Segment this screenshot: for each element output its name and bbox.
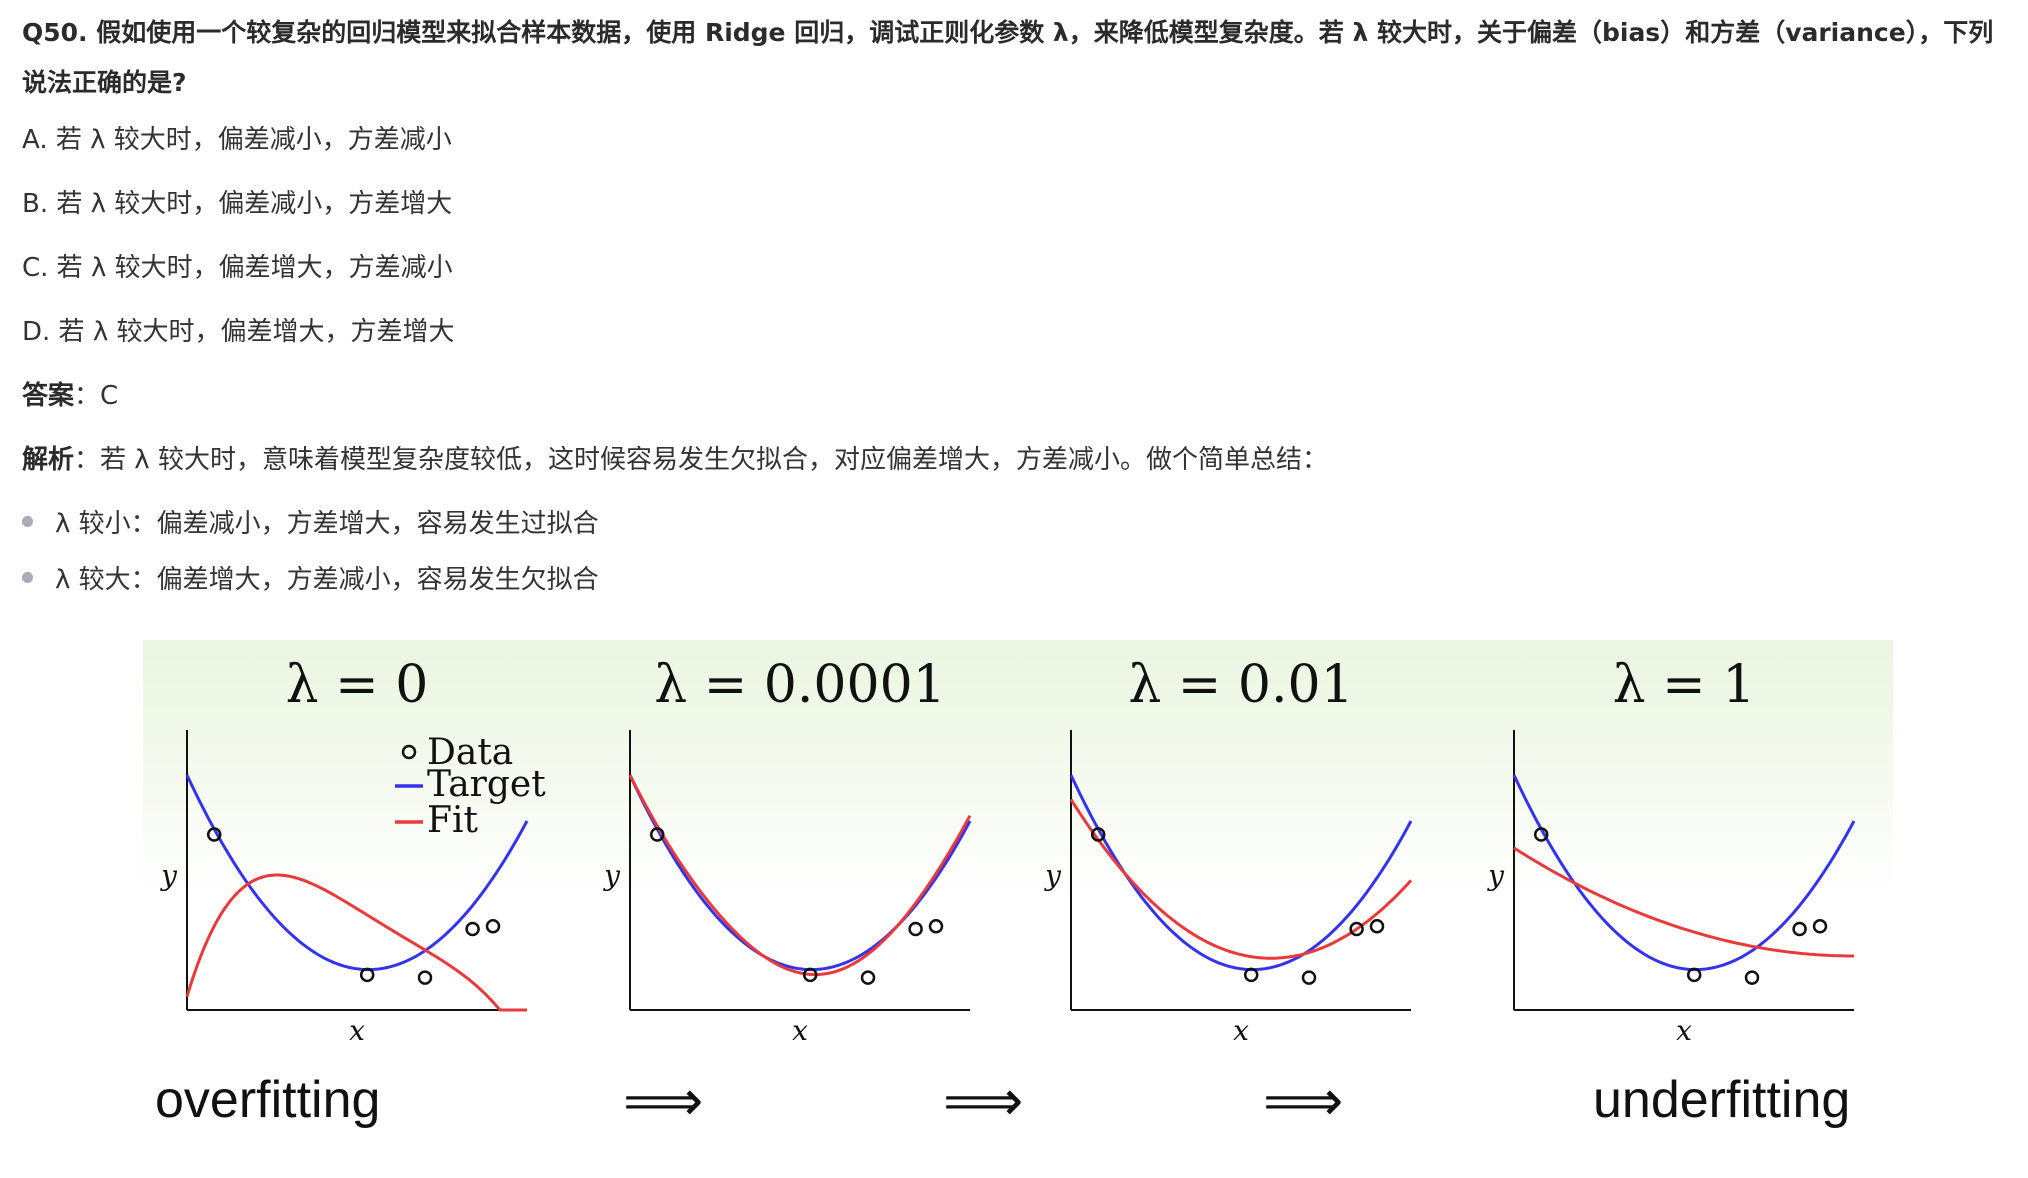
y-axis-label: y: [1043, 859, 1062, 892]
x-axis-label: x: [792, 1014, 808, 1047]
arrow-2: ⟹: [943, 1069, 1023, 1134]
plot-panel: λ = 0.0001 x y: [602, 655, 972, 1047]
answer-label: 答案: [22, 381, 75, 411]
x-axis-label: x: [1676, 1014, 1692, 1047]
data-point: [1301, 970, 1317, 985]
option-c: C. 若 λ 较大时，偏差增大，方差减小: [22, 253, 453, 283]
fit-curve: [628, 774, 972, 977]
data-point: [1533, 827, 1549, 842]
question-title: Q50. 假如使用一个较复杂的回归模型来拟合样本数据，使用 Ridge 回归，调…: [22, 18, 1994, 97]
data-point: [1243, 967, 1259, 983]
data-point: [802, 967, 818, 983]
legend-target-label: Target: [427, 764, 546, 805]
legend-fit-label: Fit: [427, 800, 478, 841]
data-point: [1090, 827, 1106, 842]
legend-data-label: Data: [427, 732, 513, 773]
overfitting-caption: overfitting: [155, 1071, 380, 1129]
figure-background: [143, 640, 1893, 1160]
data-point: [206, 827, 222, 842]
x-axis-label: x: [1233, 1014, 1249, 1047]
x-axis-label: x: [349, 1014, 365, 1047]
data-point: [485, 919, 501, 934]
option-b: B. 若 λ 较大时，偏差减小，方差增大: [22, 189, 453, 219]
fit-curve: [1513, 846, 1854, 958]
legend-data-marker: [401, 744, 417, 760]
analysis-label: 解析: [22, 445, 75, 475]
arrow-3: ⟹: [1263, 1069, 1343, 1134]
data-point: [1744, 970, 1760, 985]
answer-colon: ：: [74, 381, 101, 411]
option-a: A. 若 λ 较大时，偏差减小，方差减小: [22, 125, 452, 155]
data-point: [1349, 921, 1364, 937]
bullet-item: λ 较大：偏差增大，方差减小，容易发生欠拟合: [22, 560, 599, 600]
bullet-text: λ 较大：偏差增大，方差减小，容易发生欠拟合: [55, 565, 599, 595]
analysis-text: 若 λ 较大时，意味着模型复杂度较低，这时候容易发生欠拟合，对应偏差增大，方差减…: [100, 445, 1328, 475]
arrow-1: ⟹: [623, 1069, 703, 1134]
answer-line: 答案：C: [22, 376, 118, 416]
bullet-item: λ 较小：偏差减小，方差增大，容易发生过拟合: [22, 504, 599, 544]
bullet-dot-icon: [22, 516, 33, 527]
y-axis-label: y: [159, 859, 178, 892]
data-point: [1369, 919, 1385, 934]
panel-title: λ = 0.01: [1128, 655, 1353, 715]
analysis-colon: ：: [74, 445, 101, 475]
plot-panel: λ = 1 x y: [1486, 655, 1856, 1047]
analysis-line: 解析：若 λ 较大时，意味着模型复杂度较低，这时候容易发生欠拟合，对应偏差增大，…: [22, 440, 1328, 480]
data-point: [417, 970, 433, 985]
data-point: [649, 827, 665, 842]
panel-title: λ = 1: [1613, 655, 1756, 715]
panel-title: λ = 0: [286, 655, 429, 715]
option-d: D. 若 λ 较大时，偏差增大，方差增大: [22, 317, 455, 347]
data-point: [359, 967, 375, 983]
answer-value: C: [100, 381, 119, 411]
data-point: [908, 921, 923, 937]
underfitting-caption: underfitting: [1593, 1071, 1850, 1129]
data-point: [1686, 967, 1702, 983]
target-curve: [185, 774, 529, 972]
data-point: [1792, 921, 1807, 937]
fit-curve: [185, 873, 527, 1012]
data-point: [860, 970, 876, 985]
panel-title: λ = 0.0001: [654, 655, 946, 715]
fit-curve: [1069, 798, 1413, 960]
y-axis-label: y: [1486, 859, 1505, 892]
plot-panel: λ = 0.01 x y: [1043, 655, 1413, 1047]
ridge-figure: λ = 0 x y Data Target Fit λ = 0.0001 x y λ = 0.01…: [143, 640, 1893, 1160]
data-point: [928, 919, 944, 934]
target-curve: [1512, 774, 1856, 972]
bullet-text: λ 较小：偏差减小，方差增大，容易发生过拟合: [55, 509, 599, 539]
bullet-dot-icon: [22, 572, 33, 583]
data-point: [1812, 919, 1828, 934]
y-axis-label: y: [602, 859, 621, 892]
data-point: [465, 921, 480, 937]
